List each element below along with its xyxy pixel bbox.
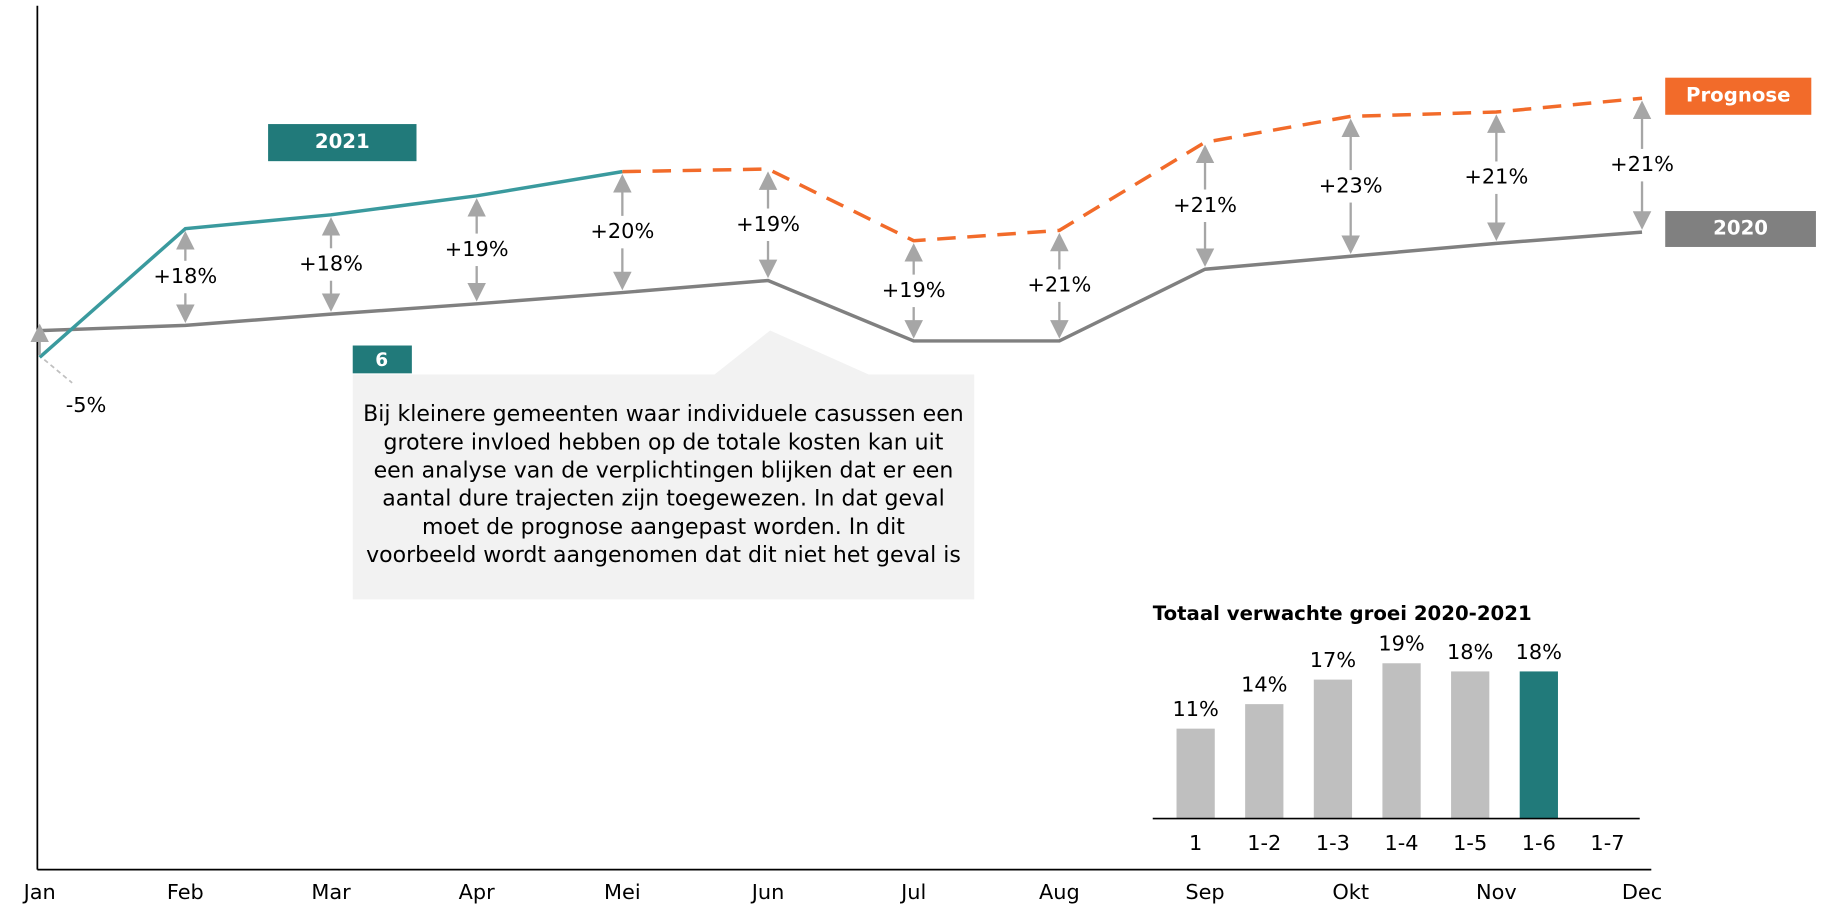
note-box: [352, 330, 975, 600]
x-tick-label: 1-6: [1522, 831, 1556, 855]
series-label: Prognose: [1686, 84, 1790, 107]
note-line: een analyse van de verplichtingen blijke…: [374, 458, 954, 483]
note-line: moet de prognose aangepast worden. In di…: [422, 515, 905, 540]
value-label: 17%: [1310, 648, 1356, 672]
x-tick-label: Sep: [1185, 880, 1224, 904]
value-label: 11%: [1172, 697, 1218, 721]
growth-label: +19%: [736, 212, 800, 236]
series-label: 2021: [315, 130, 370, 153]
leader: [43, 359, 73, 384]
value-label: 14%: [1241, 673, 1287, 697]
bar: [1176, 728, 1215, 819]
x-tick-label: 1: [1189, 831, 1202, 855]
x-tick-label: Apr: [459, 880, 496, 904]
growth-label: +21%: [1027, 273, 1091, 297]
bar: [1519, 671, 1558, 819]
note-line: grotere invloed hebben op de totale kost…: [384, 430, 944, 455]
x-tick-label: Jan: [22, 880, 56, 904]
x-tick-label: Jun: [750, 880, 785, 904]
series-label-box: [268, 124, 417, 162]
value-label: 19%: [1378, 632, 1424, 656]
growth-label: +18%: [299, 251, 363, 275]
growth-label: +21%: [1610, 152, 1674, 176]
x-tick-label: 1-4: [1385, 831, 1419, 855]
x-tick-label: 1-7: [1590, 831, 1624, 855]
series-label: 2020: [1713, 216, 1768, 239]
x-tick-label: Jul: [899, 880, 926, 904]
growth-label: +21%: [1173, 193, 1237, 217]
growth-label: +19%: [882, 278, 946, 302]
marker-box: [352, 345, 412, 374]
x-tick-label: 1-5: [1453, 831, 1487, 855]
x-tick-label: Aug: [1039, 880, 1080, 904]
note-line: aantal dure trajecten zijn toegewezen. I…: [382, 487, 944, 512]
note-line: Bij kleinere gemeenten waar individuele …: [363, 402, 964, 427]
bar: [1245, 704, 1284, 819]
x-tick-label: 1-2: [1247, 831, 1281, 855]
note-line: voorbeeld wordt aangenomen dat dit niet …: [366, 543, 961, 568]
bar: [1451, 671, 1490, 819]
x-tick-label: Mar: [311, 880, 351, 904]
x-tick-label: Mei: [604, 880, 641, 904]
series-line: [38, 169, 623, 359]
x-tick-label: Okt: [1332, 880, 1369, 904]
growth-label: +20%: [590, 219, 654, 243]
bar: [1313, 679, 1353, 819]
series-label-box: [1665, 77, 1812, 115]
growth-label: +23%: [1319, 173, 1383, 197]
series-label-box: [1665, 211, 1816, 247]
x-tick-label: Dec: [1622, 880, 1662, 904]
inset-title: Totaal verwachte groei 2020-2021: [1153, 602, 1532, 625]
x-tick-label: Nov: [1476, 880, 1517, 904]
value-label: 18%: [1447, 640, 1493, 664]
value-label: 18%: [1516, 640, 1562, 664]
series-line: [39, 230, 1643, 343]
bar: [1382, 663, 1421, 819]
growth-label: +18%: [153, 264, 217, 288]
x-tick-label: Feb: [167, 880, 204, 904]
growth-label: +19%: [445, 237, 509, 261]
x-tick-label: 1-3: [1316, 831, 1350, 855]
marker-text: 6: [375, 350, 388, 371]
growth-label: +21%: [1464, 165, 1528, 189]
growth-label: -5%: [66, 393, 107, 417]
